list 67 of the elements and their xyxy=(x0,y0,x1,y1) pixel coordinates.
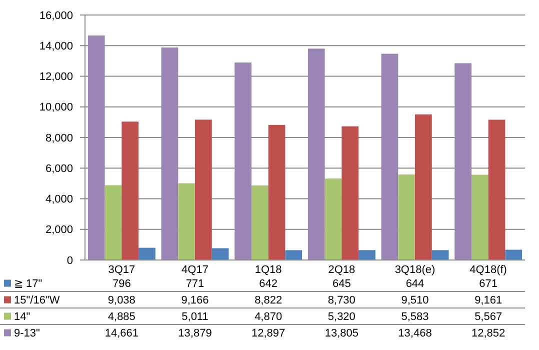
x-tick-label: 3Q17 xyxy=(108,264,136,276)
bar xyxy=(104,185,122,260)
data-label: 13,879 xyxy=(178,328,212,340)
bar xyxy=(358,250,376,260)
data-label: 13,805 xyxy=(324,328,358,340)
bar xyxy=(471,174,488,260)
data-label: 771 xyxy=(186,278,204,290)
x-tick-label: 2Q18 xyxy=(328,264,356,276)
y-tick-label: 14,000 xyxy=(39,40,73,52)
bar xyxy=(178,183,195,260)
bar xyxy=(432,250,449,260)
data-label: 642 xyxy=(259,278,278,290)
y-tick-label: 10,000 xyxy=(39,102,73,114)
bar xyxy=(138,248,156,260)
x-tick-label: 1Q18 xyxy=(254,264,282,276)
bar xyxy=(251,185,268,260)
bar xyxy=(398,174,415,260)
x-tick-label: 4Q17 xyxy=(182,264,208,276)
bar xyxy=(505,250,522,260)
data-label: 12,852 xyxy=(472,328,506,340)
data-label: 8,730 xyxy=(328,294,356,307)
data-label: 9,166 xyxy=(181,294,209,307)
data-label: 4,885 xyxy=(108,311,136,324)
x-tick-label: 3Q18(e) xyxy=(394,264,436,276)
legend-label: 14" xyxy=(14,311,30,324)
data-label: 644 xyxy=(406,278,424,290)
y-tick-label: 8,000 xyxy=(45,132,73,144)
data-label: 9,510 xyxy=(401,294,429,307)
bar xyxy=(454,63,472,260)
bar xyxy=(161,47,178,260)
data-label: 9,161 xyxy=(474,294,502,307)
y-tick-label: 6,000 xyxy=(45,162,73,175)
bar xyxy=(308,48,325,260)
data-label: 645 xyxy=(332,278,351,290)
bar xyxy=(285,250,302,260)
data-label: 14,661 xyxy=(104,328,138,340)
data-label: 671 xyxy=(479,278,498,290)
x-tick-label: 4Q18(f) xyxy=(470,264,507,276)
bar xyxy=(342,126,359,260)
legend-label: 9-13" xyxy=(14,328,40,340)
data-label: 4,870 xyxy=(254,311,282,324)
bar xyxy=(488,120,506,260)
y-tick-label: 4,000 xyxy=(45,194,73,206)
bar xyxy=(268,124,286,260)
bar xyxy=(415,114,432,260)
bar xyxy=(381,54,398,260)
data-label: 13,468 xyxy=(398,328,432,340)
data-label: 5,320 xyxy=(328,311,356,324)
data-label: 9,038 xyxy=(108,294,136,307)
bar xyxy=(195,120,212,260)
data-label: 5,011 xyxy=(182,311,208,324)
legend-label: ≧ 17" xyxy=(14,278,42,290)
data-label: 12,897 xyxy=(252,328,286,340)
y-tick-label: 16,000 xyxy=(39,10,73,22)
data-label: 5,583 xyxy=(401,311,429,324)
y-tick-label: 2,000 xyxy=(45,224,73,236)
y-tick-label: 0 xyxy=(66,254,73,267)
data-label: 796 xyxy=(112,278,131,290)
bar xyxy=(234,62,252,260)
y-tick-label: 12,000 xyxy=(39,71,73,84)
bar xyxy=(88,36,105,260)
data-label: 5,567 xyxy=(474,311,502,324)
data-label: 8,822 xyxy=(254,294,282,307)
bar xyxy=(324,178,342,260)
bar xyxy=(212,248,229,260)
bar xyxy=(122,122,139,260)
legend-label: 15"/16"W xyxy=(14,294,60,307)
